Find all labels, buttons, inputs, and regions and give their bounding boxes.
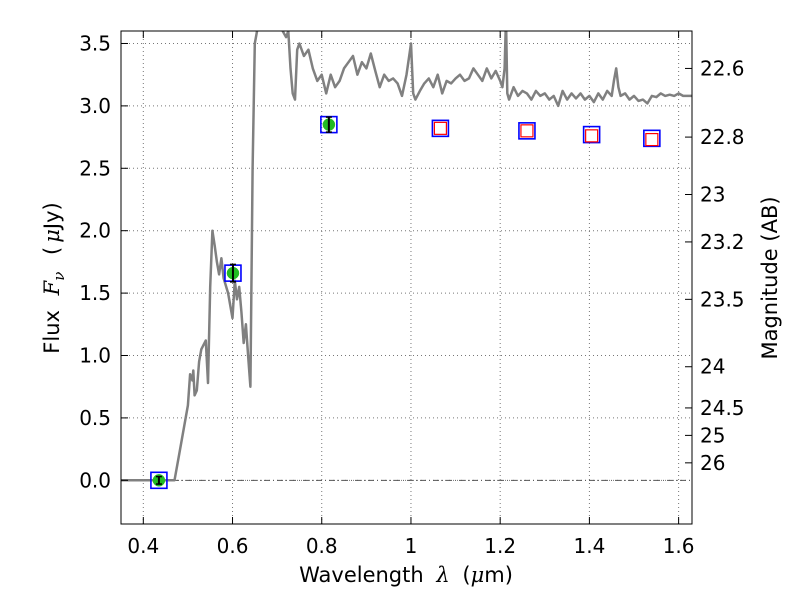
observed-photometry-series <box>152 116 336 487</box>
y2-tick-label: 25 <box>700 423 725 447</box>
model-point <box>582 125 601 144</box>
y2-axis-ticks: 22.6 22.8 23 23.2 23.5 24 24.5 25 26 <box>685 56 745 475</box>
x-axis-label: Wavelength λ (μm) <box>299 563 513 587</box>
upper-limit-point <box>433 121 448 135</box>
upper-limit-point <box>585 129 599 143</box>
model-point <box>150 471 168 490</box>
y-tick-label: 3.0 <box>79 94 111 118</box>
upper-limit-point <box>645 132 659 147</box>
y2-tick-label: 26 <box>700 451 725 475</box>
y2-tick-label: 22.8 <box>700 125 745 149</box>
y-tick-label: 1.0 <box>79 344 111 368</box>
x-axis-ticks: 0.4 0.6 0.8 1 1.2 1.4 1.6 <box>127 31 695 558</box>
x-tick-label: 1.4 <box>573 534 605 558</box>
y-tick-label: 0.5 <box>79 406 111 430</box>
y2-tick-label: 22.6 <box>700 56 745 80</box>
x-tick-label: 0.4 <box>127 534 159 558</box>
plot-background <box>121 31 692 524</box>
plot-frame <box>120 30 693 525</box>
x-tick-label: 1.2 <box>484 534 516 558</box>
x-axis-label-symbol: λ <box>435 563 449 587</box>
spectrum-line <box>121 31 692 482</box>
x-tick-label: 0.6 <box>217 534 249 558</box>
y2-tick-label: 24.5 <box>700 396 745 420</box>
y-tick-label: 2.0 <box>79 219 111 243</box>
y-axis-label-unit-rest: Jy) <box>40 202 64 231</box>
y-axis-label-unit-mu: μ <box>40 229 64 243</box>
x-axis-label-unit-open: ( <box>462 563 470 587</box>
model-point <box>431 119 450 138</box>
x-tick-label: 1.6 <box>663 534 695 558</box>
y-tick-label: 3.5 <box>79 31 111 55</box>
y-axis-label-symbol: F <box>40 279 64 296</box>
upper-limit-point <box>520 124 534 138</box>
y-tick-label: 2.5 <box>79 156 111 180</box>
y-tick-label: 1.5 <box>79 281 111 305</box>
upper-limit-series <box>433 121 659 147</box>
y-axis-label-text: Flux <box>40 310 64 354</box>
y-axis-ticks: 0.0 0.5 1.0 1.5 2.0 2.5 3.0 3.5 <box>79 31 128 492</box>
y2-tick-label: 23 <box>700 183 725 207</box>
y-axis-label: Flux Fν ( μJy) <box>40 202 69 353</box>
x-tick-label: 1 <box>405 534 418 558</box>
y2-tick-label: 23.5 <box>700 287 745 311</box>
x-axis-label-text: Wavelength <box>299 563 424 587</box>
y-axis-label-subscript: ν <box>50 272 68 281</box>
y2-tick-label: 23.2 <box>700 230 745 254</box>
spectrum-series <box>121 31 692 482</box>
x-axis-label-unit-rest: m) <box>484 563 513 587</box>
x-axis-label-unit-mu: μ <box>471 563 485 587</box>
y-axis-label-unit-open: ( <box>40 247 64 255</box>
y-tick-label: 0.0 <box>79 468 111 492</box>
y2-axis-label: Magnitude (AB) <box>758 196 782 359</box>
y2-tick-label: 24 <box>700 355 725 379</box>
model-point <box>518 122 536 140</box>
x-tick-label: 0.8 <box>306 534 338 558</box>
model-point <box>643 129 661 148</box>
